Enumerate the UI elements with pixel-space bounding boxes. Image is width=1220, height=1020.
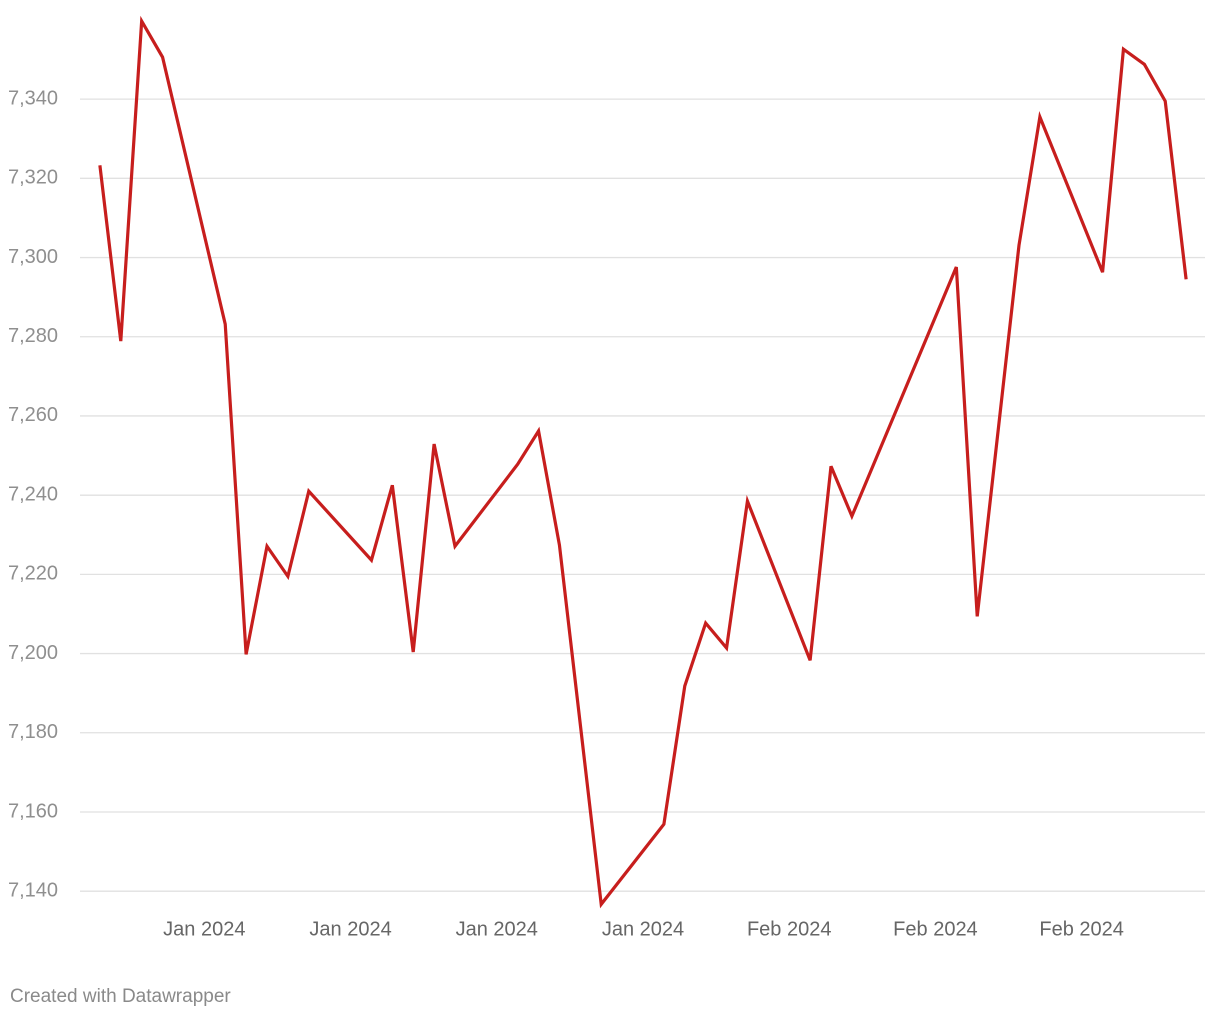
y-tick-label: 7,300: [8, 246, 58, 268]
x-tick-label: Jan 2024: [602, 918, 684, 940]
x-tick-label: Feb 2024: [747, 918, 832, 940]
x-tick-label: Feb 2024: [1039, 918, 1124, 940]
y-tick-label: 7,280: [8, 325, 58, 347]
y-tick-label: 7,140: [8, 879, 58, 901]
y-tick-label: 7,220: [8, 563, 58, 585]
x-tick-label: Feb 2024: [893, 918, 978, 940]
line: [98, 15, 1188, 909]
y-tick-label: 7,240: [8, 483, 58, 505]
y-tick-label: 7,340: [8, 87, 58, 109]
credit: Created with Datawrapper: [10, 986, 231, 1007]
y-tick-label: 7,200: [8, 642, 58, 664]
x-tick-label: Jan 2024: [163, 918, 245, 940]
y-tick-label: 7,260: [8, 404, 58, 426]
y-tick-label: 7,320: [8, 167, 58, 189]
x-tick-label: Jan 2024: [309, 918, 391, 940]
y-tick-label: 7,160: [8, 800, 58, 822]
x-tick-label: Jan 2024: [456, 918, 538, 940]
y-tick-label: 7,180: [8, 721, 58, 743]
